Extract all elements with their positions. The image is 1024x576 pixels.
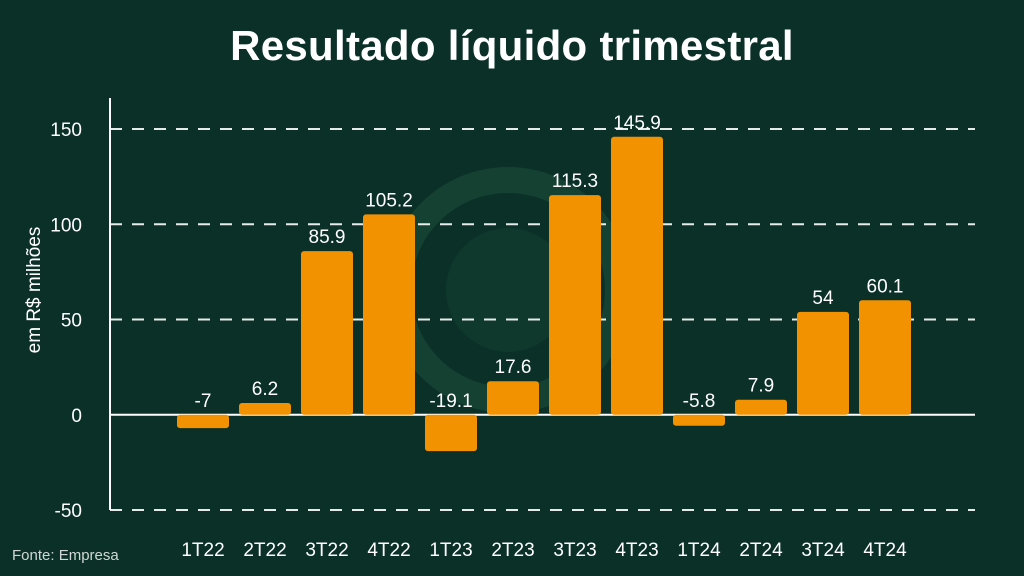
source-note: Fonte: Empresa xyxy=(12,547,119,564)
bar-4t24 xyxy=(859,300,911,415)
data-label: 7.9 xyxy=(748,376,774,397)
y-tick-label: -50 xyxy=(55,501,82,522)
y-tick-label: 50 xyxy=(61,311,82,332)
data-label: 17.6 xyxy=(495,357,532,378)
data-label: 6.2 xyxy=(252,379,278,400)
x-tick-label: 3T24 xyxy=(801,540,845,561)
x-tick-label: 3T23 xyxy=(553,540,596,561)
data-label: -19.1 xyxy=(429,391,472,412)
bar-3t22 xyxy=(301,251,353,415)
x-tick-label: 2T23 xyxy=(491,540,534,561)
data-label: 60.1 xyxy=(867,276,904,297)
data-label: 85.9 xyxy=(309,227,346,248)
y-tick-label: 100 xyxy=(50,215,82,236)
x-tick-label: 4T23 xyxy=(615,540,658,561)
data-label: -7 xyxy=(195,391,212,412)
bar-3t24 xyxy=(797,311,849,415)
y-tick-label: 0 xyxy=(71,406,82,427)
x-tick-label: 1T23 xyxy=(429,540,472,561)
y-axis-title: em R$ milhões xyxy=(24,227,45,354)
x-tick-label: 4T24 xyxy=(863,540,907,561)
x-tick-label: 1T22 xyxy=(181,540,224,561)
data-label: 105.2 xyxy=(365,190,413,211)
x-tick-label: 4T22 xyxy=(367,540,410,561)
bar-1t24 xyxy=(673,414,725,426)
x-tick-label: 2T22 xyxy=(243,540,286,561)
data-label: 54 xyxy=(812,288,834,309)
x-tick-label: 2T24 xyxy=(739,540,783,561)
y-tick-label: 150 xyxy=(50,120,82,141)
data-label: 115.3 xyxy=(552,171,598,192)
bar-2t22 xyxy=(239,402,291,415)
bar-1t22 xyxy=(177,414,229,429)
bar-1t23 xyxy=(425,414,477,452)
data-label: 145.9 xyxy=(613,113,661,134)
x-tick-label: 3T22 xyxy=(305,540,348,561)
bar-3t23 xyxy=(549,195,601,415)
x-tick-label: 1T24 xyxy=(677,540,721,561)
bar-4t22 xyxy=(363,214,415,415)
bar-2t24 xyxy=(735,399,787,415)
bar-4t23 xyxy=(611,136,663,415)
chart-title: Resultado líquido trimestral xyxy=(230,22,794,69)
bar-2t23 xyxy=(487,381,539,415)
data-label: -5.8 xyxy=(683,391,716,412)
